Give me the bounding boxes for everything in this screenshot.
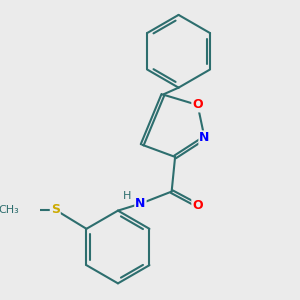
Text: S: S <box>51 203 60 216</box>
Text: CH₃: CH₃ <box>0 205 19 215</box>
Text: H: H <box>123 191 131 201</box>
Text: N: N <box>200 131 210 144</box>
Text: N: N <box>135 197 146 210</box>
Text: O: O <box>192 199 203 212</box>
Text: O: O <box>192 98 203 112</box>
